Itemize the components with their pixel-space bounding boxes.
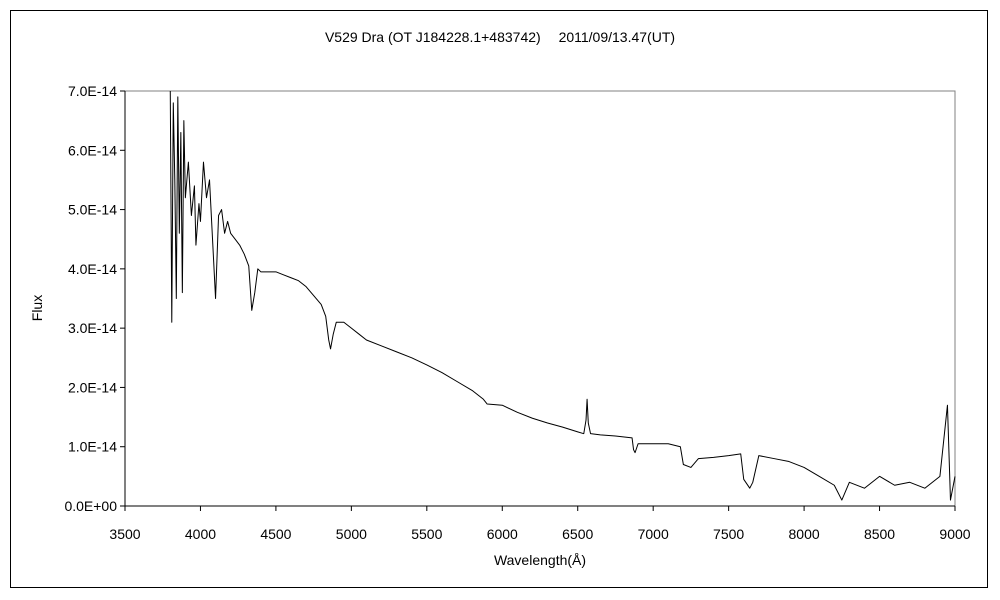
x-tick-label: 4500 <box>260 526 291 542</box>
x-axis-ticks: 3500 4000 4500 5000 5500 6000 6500 7000 7500 8000… <box>109 506 971 542</box>
spectrum-line <box>169 90 956 501</box>
y-tick-label: 4.0E-14 <box>68 261 117 277</box>
x-tick-label: 5000 <box>336 526 367 542</box>
y-axis-ticks: 0.0E+00 1.0E-14 2.0E-14 3.0E-14 4.0E-14 5.0E-… <box>64 83 125 514</box>
x-tick-label: 7000 <box>638 526 669 542</box>
x-tick-label: 5500 <box>411 526 442 542</box>
x-tick-label: 4000 <box>185 526 216 542</box>
x-axis-label: Wavelength(Å) <box>494 552 586 568</box>
y-tick-label: 3.0E-14 <box>68 320 117 336</box>
x-tick-label: 7500 <box>713 526 744 542</box>
y-axis-label: Flux <box>29 295 45 321</box>
x-tick-label: 8000 <box>789 526 820 542</box>
x-tick-label: 3500 <box>109 526 140 542</box>
x-tick-label: 6000 <box>487 526 518 542</box>
y-tick-label: 1.0E-14 <box>68 439 117 455</box>
plot-area <box>124 90 956 507</box>
chart-title: V529 Dra (OT J184228.1+483742) 2011/09/1… <box>325 29 675 45</box>
x-tick-label: 6500 <box>562 526 593 542</box>
x-tick-label: 9000 <box>939 526 970 542</box>
y-tick-label: 6.0E-14 <box>68 142 117 158</box>
x-tick-label: 8500 <box>864 526 895 542</box>
y-tick-label: 0.0E+00 <box>64 498 117 514</box>
series-group <box>169 90 956 501</box>
y-tick-label: 7.0E-14 <box>68 83 117 99</box>
y-tick-label: 2.0E-14 <box>68 379 117 395</box>
y-tick-label: 5.0E-14 <box>68 202 117 218</box>
